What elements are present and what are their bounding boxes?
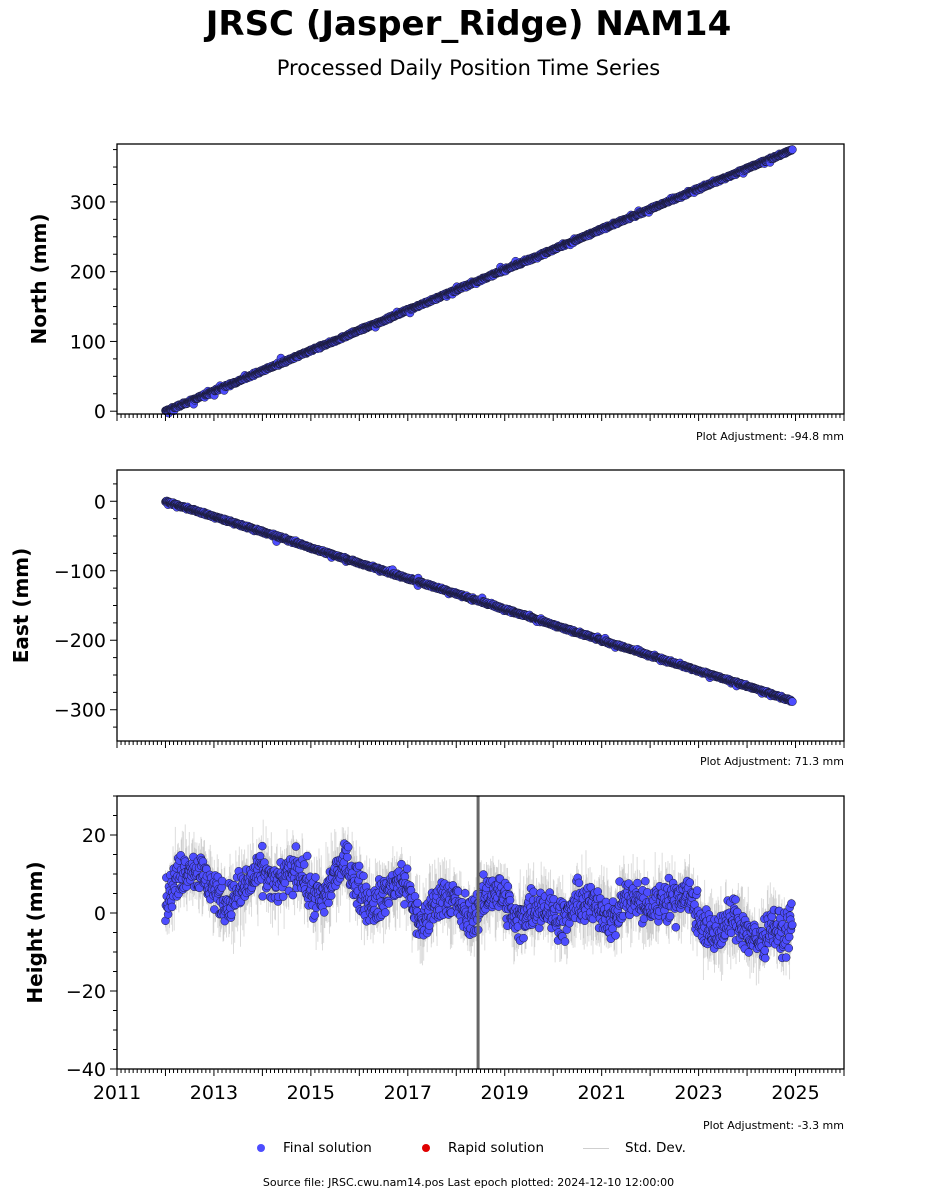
y-tick-label: −100 <box>54 561 106 583</box>
x-axis-east <box>116 741 845 748</box>
y-tick-label: −300 <box>54 700 106 722</box>
data-markers-north <box>161 145 797 418</box>
y-axis-east: 0 −100 −200 −300 <box>54 483 117 728</box>
y-tick-label: 100 <box>70 331 106 353</box>
y-axis-north: 0 100 200 300 <box>70 149 117 423</box>
y-tick-label: 200 <box>70 262 106 284</box>
y-tick-label: 0 <box>94 491 106 513</box>
y-tick-label: 0 <box>94 401 106 423</box>
plot-adjustment-east: Plot Adjustment: 71.3 mm <box>700 755 844 768</box>
y-axis-label-north: North (mm) <box>27 213 51 344</box>
x-axis-north <box>116 414 845 421</box>
figure-title: JRSC (Jasper_Ridge) NAM14 <box>205 4 732 44</box>
panel-north: 0 100 200 300 North (mm) Plot Adjustment: -94… <box>27 143 845 443</box>
y-axis-label-east: East (mm) <box>9 548 33 664</box>
plot-adjustment-north: Plot Adjustment: -94.8 mm <box>696 430 844 443</box>
data-point <box>788 145 797 154</box>
figure-subtitle: Processed Daily Position Time Series <box>276 56 661 80</box>
y-tick-label: 300 <box>70 192 106 214</box>
data-point <box>788 697 797 706</box>
panel-east: 0 −100 −200 −300 East (mm) Plot Adjustment: 7… <box>9 469 845 768</box>
data-markers-east <box>161 496 797 706</box>
y-tick-label: −200 <box>54 630 106 652</box>
